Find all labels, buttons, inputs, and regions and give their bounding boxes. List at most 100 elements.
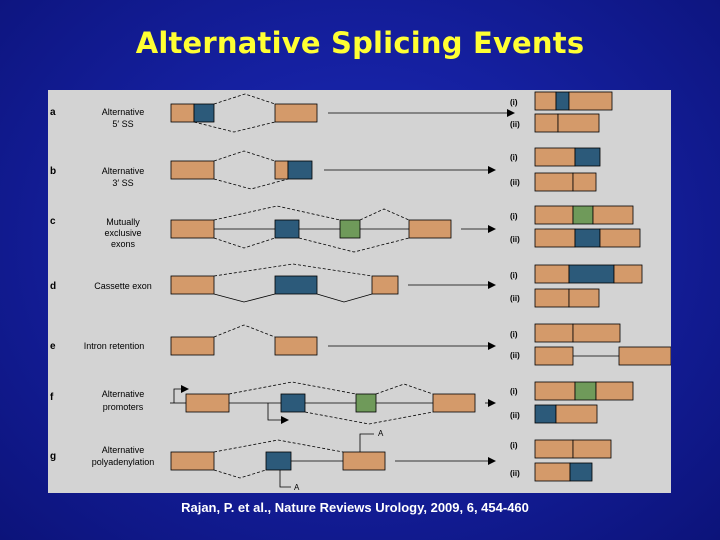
mrna-exon [572,439,612,459]
row-g-letter: g [50,451,56,462]
mrna-exon [534,228,576,248]
mrna-cassette-exon [568,264,615,284]
row-c-letter: c [50,216,56,227]
slide-title: Alternative Splicing Events [135,26,585,60]
splicing-diagram: a Alternative 5′ SS (i) (ii) b Alternati… [50,91,672,492]
exon [342,451,386,471]
row-a-outcome-2: (ii) [510,120,520,129]
exon [274,103,318,123]
row-g: g Alternative polyadenylation A A (i) (i… [50,429,612,492]
row-c: c Mutually exclusive exons (i) (ii) [50,205,641,253]
mrna-exon [568,91,613,111]
polya-exon [265,451,292,471]
row-b-outcome-1: (i) [510,153,518,162]
mrna-exon [534,172,574,192]
mrna-green-exon [574,381,597,401]
exon [432,393,476,413]
row-f-outcome-1: (i) [510,387,518,396]
row-f-outcome-2: (ii) [510,411,520,420]
mrna-exon [613,264,643,284]
row-e-outcome-1: (i) [510,330,518,339]
mrna-exon [568,288,600,308]
exon [371,275,399,295]
mrna-blue-exon [534,404,557,424]
mrna-exon [557,113,600,133]
row-c-outcome-2: (ii) [510,235,520,244]
row-d-outcome-2: (ii) [510,294,520,303]
mrna-exon [534,205,574,225]
row-e: e Intron retention (i) (ii) [50,323,672,366]
row-f-label-2: promoters [103,402,144,412]
exon [170,336,215,356]
mutually-exclusive-exon-green [339,219,361,239]
mrna-exon [618,346,672,366]
row-a-letter: a [50,107,56,118]
polya-mark-upper: A [378,429,384,438]
mrna-exon [534,147,576,167]
row-a-outcome-1: (i) [510,98,518,107]
exon [170,275,215,295]
row-b: b Alternative 3′ SS (i) (ii) [50,147,601,192]
exon [170,160,215,180]
row-d: d Cassette exon (i) (ii) [50,263,643,308]
mrna-exon [534,288,570,308]
exon [170,451,215,471]
citation: Rajan, P. et al., Nature Reviews Urology… [181,500,529,515]
row-c-label-3: exons [111,239,136,249]
row-b-letter: b [50,166,56,177]
mrna-exon [592,205,634,225]
row-c-label-2: exclusive [104,228,141,238]
exon [170,103,195,123]
mrna-exon [534,91,557,111]
exon [408,219,452,239]
mrna-exon [534,462,571,482]
mrna-exon [534,323,574,343]
row-a: a Alternative 5′ SS (i) (ii) [50,91,613,133]
row-g-outcome-1: (i) [510,441,518,450]
row-c-label-1: Mutually [106,217,140,227]
row-b-outcome-2: (ii) [510,178,520,187]
row-e-letter: e [50,341,56,352]
row-e-outcome-2: (ii) [510,351,520,360]
exon [185,393,230,413]
mutually-exclusive-exon-blue [274,219,300,239]
row-f-label-1: Alternative [102,389,145,399]
cassette-exon [274,275,318,295]
row-c-outcome-1: (i) [510,212,518,221]
mrna-exon [534,113,559,133]
mrna-alt-exon [574,147,601,167]
alt-3ss-exon [287,160,313,180]
row-d-letter: d [50,281,56,292]
row-g-outcome-2: (ii) [510,469,520,478]
mrna-exon [599,228,641,248]
mrna-exon [572,172,597,192]
mrna-alt-exon [555,91,570,111]
exon [170,219,215,239]
diagram-panel: a Alternative 5′ SS (i) (ii) b Alternati… [48,90,672,493]
mrna-exon [595,381,634,401]
mrna-blue-exon [574,228,601,248]
row-a-label-2: 5′ SS [112,119,133,129]
row-d-label-1: Cassette exon [94,281,152,291]
mrna-exon [534,346,574,366]
mrna-green-exon [572,205,594,225]
green-exon [355,393,377,413]
row-d-outcome-1: (i) [510,271,518,280]
row-a-label-1: Alternative [102,107,145,117]
alt-promoter-exon [280,393,306,413]
mrna-exon [534,264,570,284]
mrna-exon [534,381,576,401]
row-g-label-1: Alternative [102,445,145,455]
mrna-exon [534,439,574,459]
exon [274,160,289,180]
mrna-blue-exon [569,462,593,482]
row-e-label-1: Intron retention [84,341,145,351]
row-b-label-2: 3′ SS [112,178,133,188]
alt-5ss-exon [193,103,215,123]
row-f-letter: f [50,392,54,403]
exon [274,336,318,356]
mrna-exon [555,404,598,424]
row-f: f Alternative promoters (i) (ii) [50,381,634,425]
row-g-label-2: polyadenylation [92,457,155,467]
mrna-exon [572,323,621,343]
